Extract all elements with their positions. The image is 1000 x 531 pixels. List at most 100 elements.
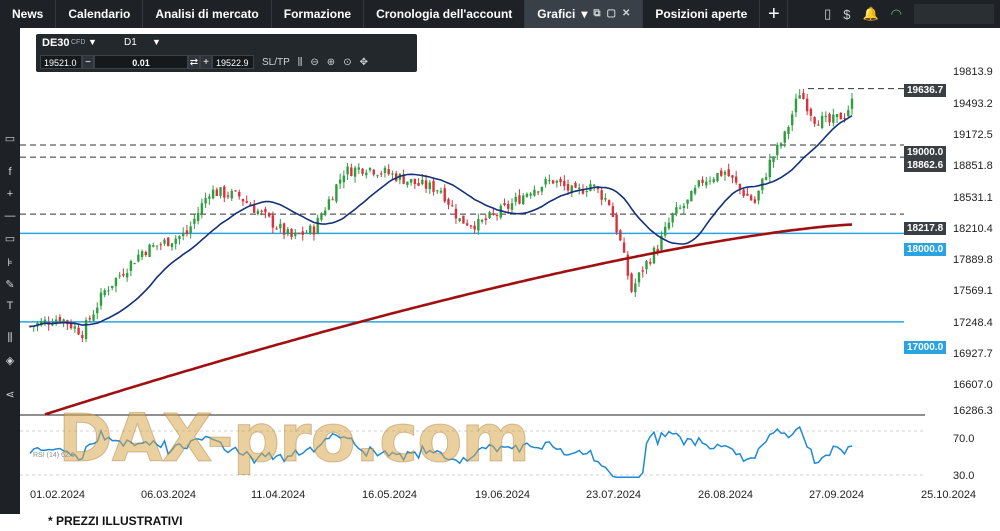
candle [428, 182, 431, 190]
layout-icon[interactable]: ▯ [824, 6, 832, 21]
candle [294, 232, 297, 236]
layers-icon[interactable]: ◈ [5, 355, 15, 367]
candle [667, 222, 671, 229]
tab-formazione[interactable]: Formazione [272, 0, 365, 28]
move-icon[interactable]: ✥ [359, 56, 368, 68]
ma-long-line [44, 223, 853, 416]
candle [40, 321, 43, 326]
candle [432, 180, 435, 192]
candle [477, 219, 480, 231]
drawing-toolbar: ▭ f + — ▭ ⊧ ✎ T ⫼ ◈ ⋖ [0, 28, 20, 514]
candle [847, 110, 850, 117]
candle [738, 184, 742, 189]
sl-tp-button[interactable]: SL/TP [262, 56, 290, 68]
candle [129, 261, 133, 271]
share-icon[interactable]: ⋖ [5, 389, 15, 401]
candle [727, 169, 730, 177]
candle [436, 190, 439, 192]
candle [391, 173, 394, 175]
candle [656, 248, 659, 252]
timeframe-select[interactable]: D1 [124, 37, 137, 48]
quantity-decrease-button[interactable]: − [82, 55, 94, 69]
price-alert-icon[interactable]: $ [843, 6, 851, 22]
candle [196, 212, 200, 221]
candle [256, 210, 260, 215]
timer-icon[interactable]: ⊙ [343, 56, 352, 68]
candle [783, 131, 786, 143]
candle [645, 261, 648, 270]
line-tool-icon[interactable]: — [4, 210, 16, 222]
price-chart[interactable] [20, 28, 1000, 514]
add-tab-button[interactable]: + [760, 0, 789, 28]
candle [555, 180, 559, 183]
candle [271, 215, 275, 228]
user-account-box[interactable] [914, 4, 994, 24]
buy-price-button[interactable]: 19522.9 [212, 55, 254, 69]
wifi-icon: ◠ [890, 6, 902, 21]
tab-calendario[interactable]: Calendario [56, 0, 144, 28]
zoom-in-icon[interactable]: ⊕ [326, 56, 336, 68]
objects-icon[interactable]: ⫼ [7, 332, 13, 344]
tab-analisi-di-mercato[interactable]: Analisi di mercato [143, 0, 272, 28]
candle [260, 210, 263, 212]
candle [282, 223, 286, 235]
candle [81, 334, 84, 339]
chart-area[interactable]: DAX-pro.com RSI (14) 62.6 19813.9 19493.… [20, 28, 1000, 514]
candle [140, 251, 144, 258]
crosshair-icon[interactable]: + [6, 188, 14, 200]
zoom-out-icon[interactable]: ⊖ [310, 56, 319, 68]
candle [503, 203, 506, 206]
candle [641, 270, 644, 272]
candle [152, 245, 155, 247]
rectangle-tool-icon[interactable]: ▭ [4, 233, 16, 245]
pen-tool-icon[interactable]: ✎ [5, 279, 15, 291]
quantity-reset-icon[interactable]: ⇄ [188, 55, 200, 69]
chart-tools: SL/TP ⫼ ⊖ ⊕ ⊙ ✥ [262, 57, 368, 68]
candle [417, 182, 420, 186]
candle [368, 167, 372, 171]
candle [596, 187, 600, 190]
bell-icon[interactable]: 🔔 [862, 6, 879, 21]
text-tool-icon[interactable]: T [6, 300, 14, 312]
indicators-icon[interactable]: ⫼ [297, 56, 303, 68]
timeframe-dropdown-icon[interactable]: ▼ [152, 37, 161, 47]
candle [178, 236, 181, 240]
quantity-input[interactable]: 0.01 [94, 55, 188, 69]
tab-cronologia-account[interactable]: Cronologia dell'account [364, 0, 526, 28]
candle [705, 181, 708, 186]
level-tag-18862: 18862.6 [904, 159, 947, 172]
candle [488, 212, 491, 219]
price-axis-label: 17248.4 [953, 317, 993, 329]
tab-grafici[interactable]: Grafici ▾ ⧉ ▢ ✕ [525, 0, 643, 28]
candle [88, 318, 91, 320]
candle [592, 184, 596, 187]
instrument-symbol[interactable]: DE30 [42, 37, 70, 49]
quantity-increase-button[interactable]: + [200, 55, 212, 69]
tab-news[interactable]: News [0, 0, 57, 28]
function-icon[interactable]: f [8, 166, 12, 178]
fibonacci-tool-icon[interactable]: ⊧ [7, 257, 13, 269]
candle [365, 172, 368, 176]
close-tab-icon[interactable]: ✕ [621, 8, 631, 19]
candle [252, 205, 256, 213]
candle [753, 199, 757, 203]
candle [581, 189, 585, 194]
window-icon[interactable]: ▭ [4, 133, 16, 145]
restore-icon[interactable]: ▢ [606, 8, 616, 19]
detach-icon[interactable]: ⧉ [593, 8, 601, 19]
sell-price-button[interactable]: 19521.0 [40, 55, 82, 69]
rsi-axis-label: 30.0 [953, 470, 975, 482]
candle [137, 254, 140, 262]
symbol-dropdown-icon[interactable]: ▼ [88, 37, 97, 47]
candle [312, 226, 316, 235]
candle [170, 243, 174, 248]
date-axis-label: 16.05.2024 [362, 489, 418, 501]
candle [634, 283, 637, 293]
tab-posizioni-aperte[interactable]: Posizioni aperte [642, 0, 761, 28]
candle [353, 167, 357, 177]
candle [114, 277, 118, 287]
candle [779, 143, 783, 147]
candle [540, 186, 544, 192]
candle [805, 98, 809, 112]
candle [701, 179, 704, 183]
